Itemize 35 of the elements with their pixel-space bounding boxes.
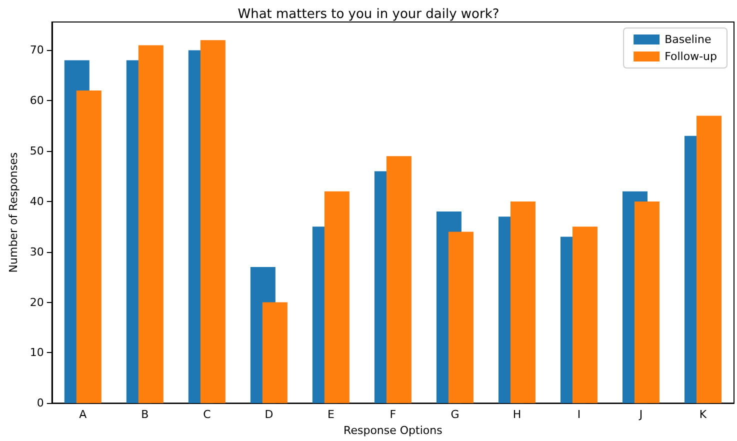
x-tick-label: K — [699, 408, 708, 422]
x-tick-label: A — [79, 408, 88, 422]
bar — [324, 191, 350, 404]
y-tick-label: 60 — [30, 94, 44, 108]
bar — [634, 201, 660, 404]
x-tick-label: F — [390, 408, 396, 422]
x-tick-label: H — [512, 408, 522, 422]
y-tick-label: 10 — [30, 346, 44, 360]
bar — [510, 201, 536, 404]
x-tick-label: G — [450, 408, 460, 422]
x-axis-title: Response Options — [344, 424, 443, 437]
bar — [76, 90, 102, 404]
x-tick-label: I — [577, 408, 581, 422]
bar — [262, 302, 288, 404]
bar — [572, 226, 598, 404]
bar — [696, 116, 722, 404]
y-axis-title: Number of Responses — [7, 152, 20, 273]
y-tick-label: 30 — [30, 245, 44, 258]
x-tick-label: D — [264, 408, 274, 422]
legend-label: Baseline — [664, 33, 712, 46]
y-tick-label: 50 — [30, 144, 44, 158]
x-tick-label: C — [203, 408, 212, 422]
bar — [386, 156, 412, 404]
y-tick-label: 70 — [30, 44, 44, 57]
x-tick-label: E — [327, 408, 334, 422]
y-tick-label: 40 — [30, 194, 44, 208]
y-tick-label: 0 — [36, 396, 44, 410]
chart-title: What matters to you in your daily work? — [238, 7, 500, 22]
x-tick-label: B — [141, 408, 149, 422]
y-tick-label: 20 — [30, 296, 44, 309]
bar — [138, 45, 164, 404]
bar — [200, 40, 226, 404]
bar — [448, 232, 474, 404]
legend-label: Follow-up — [664, 50, 718, 63]
x-tick-label: J — [638, 408, 643, 422]
